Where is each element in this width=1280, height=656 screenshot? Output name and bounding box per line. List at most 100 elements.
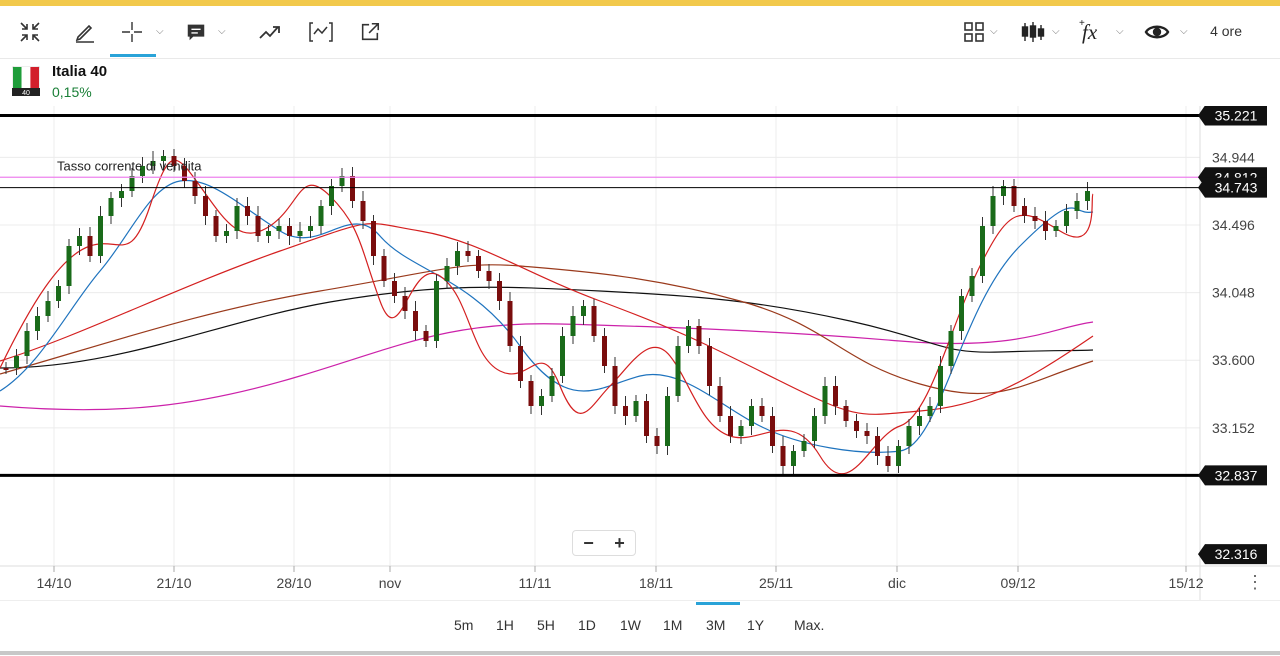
candle-body [528,381,534,406]
price-tag-label: 34.743 [1215,180,1258,196]
price-chart[interactable]: Tasso corrente di vendita 34.944 34.496 34.… [0,106,1280,600]
candle-body [896,446,901,466]
candle-body [581,306,586,316]
candle-body [77,236,82,246]
candlestick-icon[interactable] [1018,18,1048,46]
zoom-controls: − + [572,530,636,556]
candle-body [308,226,313,231]
period-option[interactable]: 5m [454,617,474,633]
candle-body [1011,186,1017,206]
pencil-icon[interactable] [70,18,100,46]
candle-body [24,331,30,356]
candle-body [654,436,660,446]
chevron-down-icon[interactable]: ⌵ [1052,26,1060,37]
period-option[interactable]: 1D [578,617,596,633]
candle-body [833,386,838,406]
chart-svg[interactable]: Tasso corrente di vendita 34.944 34.496 34.… [0,106,1280,600]
candle-body [3,368,9,370]
candle-body [990,196,996,226]
candle-body [612,366,618,406]
candle-body [518,346,523,381]
candle-body [245,206,250,216]
candle-body [938,366,943,406]
candle-body [707,346,712,386]
period-option[interactable]: 1Y [747,617,765,633]
candle-body [686,326,691,346]
candle-body [644,401,649,436]
candle-body [696,326,702,346]
price-tag: 32.837 [1198,465,1267,486]
trend-icon[interactable] [256,18,286,46]
time-tick-label: 09/12 [1000,575,1035,591]
candle-body [276,226,282,231]
candle-body [192,181,198,196]
candle-body [45,301,51,316]
candle-body [591,306,597,336]
candle-body [224,231,229,236]
layout-grid-icon[interactable] [960,18,988,46]
period-option[interactable]: 1W [620,617,641,633]
chevron-down-icon[interactable]: ⌵ [990,26,998,37]
chevron-down-icon[interactable]: ⌵ [1180,26,1188,37]
time-tick-label: nov [379,575,402,591]
candle-body [423,331,429,341]
chevron-down-icon[interactable]: ⌵ [156,26,164,37]
candle-body [171,156,177,166]
instrument-name[interactable]: Italia 40 [52,63,108,80]
bottom-edge [0,651,1280,655]
candle-body [875,436,880,456]
fx-icon[interactable]: fx + [1078,16,1108,46]
time-tick-label: 21/10 [156,575,191,591]
period-option[interactable]: Max. [794,617,825,633]
collapse-icon[interactable] [14,18,46,46]
indicator-frame-icon[interactable] [306,18,336,46]
eye-icon[interactable] [1142,18,1172,46]
candle-body [623,406,628,416]
period-option[interactable]: 1H [496,617,514,633]
candle-body [560,336,565,376]
candle-body [843,406,849,421]
price-tick-label: 33.152 [1212,420,1255,436]
comment-icon[interactable] [182,18,210,46]
candle-body [329,186,334,206]
candle-body [287,226,292,236]
candle-body [1032,216,1038,221]
external-link-icon[interactable] [356,18,384,46]
chevron-down-icon[interactable]: ⌵ [1116,26,1124,37]
candle-body [917,416,922,426]
candle-body [476,256,481,271]
candle-body [360,201,366,221]
zoom-out-button[interactable]: − [583,532,594,553]
more-options-icon[interactable]: ⋮ [1246,572,1264,592]
candle-body [822,386,828,416]
chevron-down-icon[interactable]: ⌵ [218,26,226,37]
price-tag: 32.316 [1198,544,1267,565]
indicator-line [0,223,1094,415]
indicator-line [0,264,1094,395]
crosshair-icon[interactable] [118,18,146,46]
active-period-indicator [696,602,740,605]
period-option[interactable]: 3M [706,617,726,633]
candle-body [791,451,796,466]
indicator-line [0,321,1094,411]
zoom-in-button[interactable]: + [614,532,625,553]
candle-body [1085,191,1090,201]
candle-body [161,156,166,161]
candle-body [507,301,513,346]
candle-body [486,271,492,281]
candle-body [1043,221,1048,231]
candle-body [497,281,502,301]
candle-body [980,226,985,276]
candle-body [371,221,376,256]
period-option[interactable]: 1M [663,617,683,633]
time-tick-label: 18/11 [639,575,673,591]
candle-body [759,406,765,416]
candle-body [1022,206,1027,216]
candle-body [1001,186,1006,196]
flag-badge-text: 40 [22,90,30,96]
candle-body [413,311,418,331]
period-option[interactable]: 5H [537,617,555,633]
candle-body [87,236,93,256]
interval-selector[interactable]: 4 ore [1210,23,1242,39]
time-tick-label: dic [888,575,906,591]
